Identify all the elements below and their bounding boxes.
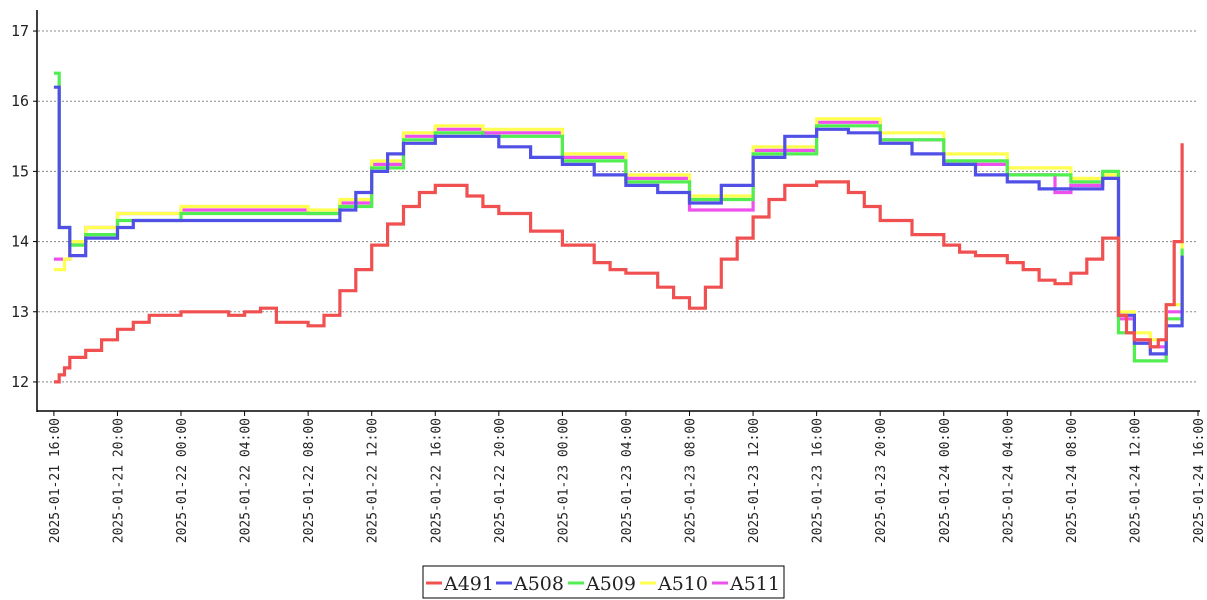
legend: A491 A508 A509 A510 A511 <box>422 565 785 599</box>
series-line-a491 <box>53 143 1184 384</box>
x-tick-label: 2025-01-22 04:00 <box>239 418 254 543</box>
x-tick-label: 2025-01-23 20:00 <box>874 418 889 543</box>
y-tick-label: 16 <box>11 92 29 110</box>
legend-label-a511: A511 <box>729 573 780 595</box>
x-tick-label: 2025-01-21 16:00 <box>48 418 63 543</box>
x-tick-labels: 2025-01-21 16:00 2025-01-21 20:00 2025-01-… <box>48 411 1207 543</box>
y-tick-label: 12 <box>11 373 29 391</box>
x-tick-label: 2025-01-24 16:00 <box>1192 418 1207 543</box>
series-line-a508 <box>53 85 1184 356</box>
grid-lines <box>38 30 1198 383</box>
y-tick-label: 14 <box>11 233 29 251</box>
x-tick-label: 2025-01-23 16:00 <box>811 418 826 543</box>
x-tick-label: 2025-01-22 12:00 <box>366 418 381 543</box>
x-tick-label: 2025-01-23 04:00 <box>620 418 635 543</box>
axes <box>36 10 1200 412</box>
x-tick-label: 2025-01-24 12:00 <box>1128 418 1143 543</box>
x-tick-label: 2025-01-23 12:00 <box>747 418 762 543</box>
x-tick-label: 2025-01-22 08:00 <box>302 418 317 543</box>
x-tick-label: 2025-01-22 00:00 <box>175 418 190 543</box>
series-line-a510 <box>53 117 1184 342</box>
x-tick-label: 2025-01-21 20:00 <box>111 418 126 543</box>
legend-label-a509: A509 <box>585 573 636 595</box>
legend-label-a508: A508 <box>513 573 564 595</box>
legend-label-a491: A491 <box>443 573 494 595</box>
x-tick-label: 2025-01-24 08:00 <box>1065 418 1080 543</box>
series-line-a509 <box>53 71 1184 363</box>
y-tick-label: 17 <box>11 22 29 40</box>
y-tick-label: 15 <box>11 162 29 180</box>
x-tick-label: 2025-01-22 20:00 <box>493 418 508 543</box>
y-tick-labels: 12 13 14 15 16 17 <box>11 22 37 391</box>
x-tick-label: 2025-01-24 04:00 <box>1001 418 1016 543</box>
y-tick-label: 13 <box>11 303 29 321</box>
x-tick-label: 2025-01-24 00:00 <box>938 418 953 543</box>
x-tick-label: 2025-01-22 16:00 <box>429 418 444 543</box>
x-tick-label: 2025-01-23 00:00 <box>556 418 571 543</box>
x-tick-label: 2025-01-23 08:00 <box>684 418 699 543</box>
legend-label-a510: A510 <box>657 573 708 595</box>
series-group <box>53 71 1184 384</box>
